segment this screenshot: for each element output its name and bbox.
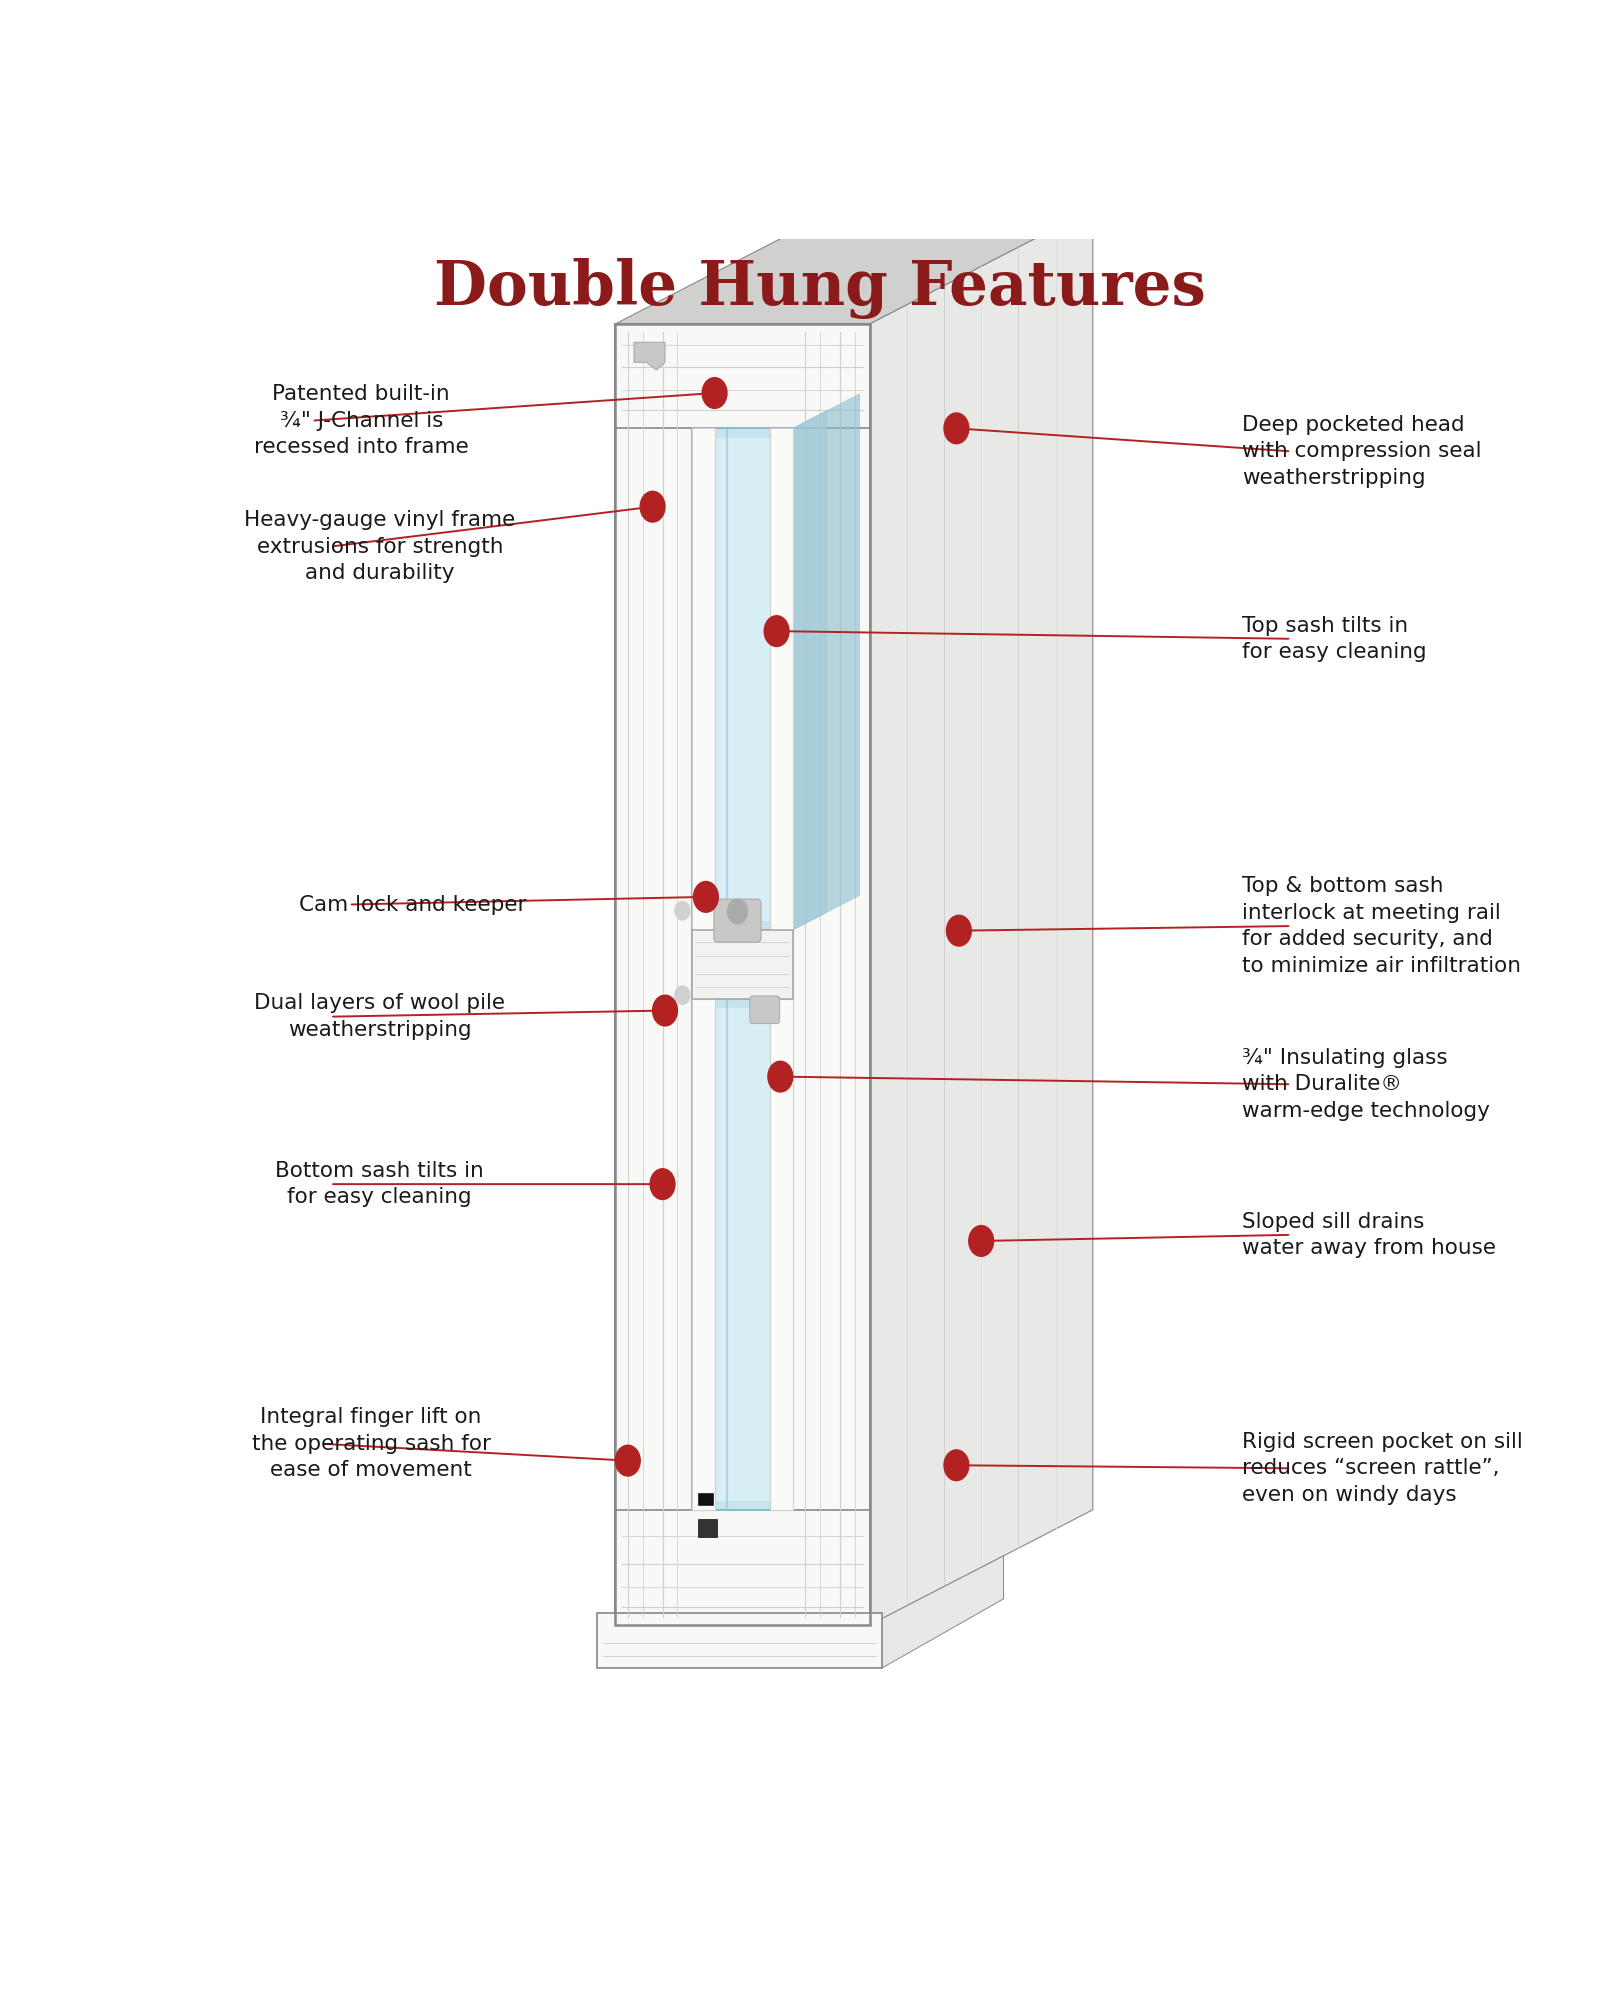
Text: Sloped sill drains
water away from house: Sloped sill drains water away from house — [1242, 1211, 1496, 1259]
Text: Deep pocketed head
with compression seal
weatherstripping: Deep pocketed head with compression seal… — [1242, 415, 1482, 489]
Polygon shape — [616, 209, 1093, 323]
FancyBboxPatch shape — [616, 323, 870, 429]
FancyBboxPatch shape — [771, 999, 792, 1510]
Circle shape — [944, 413, 970, 443]
FancyBboxPatch shape — [698, 437, 787, 920]
Polygon shape — [634, 343, 666, 369]
Circle shape — [768, 1061, 792, 1091]
FancyBboxPatch shape — [616, 323, 870, 1626]
FancyBboxPatch shape — [771, 429, 792, 930]
Circle shape — [947, 916, 971, 946]
FancyBboxPatch shape — [714, 900, 762, 942]
FancyBboxPatch shape — [616, 1510, 870, 1626]
Circle shape — [970, 1225, 994, 1257]
Polygon shape — [870, 1556, 1003, 1668]
Circle shape — [765, 616, 789, 646]
FancyBboxPatch shape — [750, 996, 779, 1023]
FancyBboxPatch shape — [693, 999, 715, 1510]
Circle shape — [728, 900, 747, 924]
Circle shape — [693, 882, 718, 912]
FancyBboxPatch shape — [699, 1518, 717, 1538]
Text: Top & bottom sash
interlock at meeting rail
for added security, and
to minimize : Top & bottom sash interlock at meeting r… — [1242, 876, 1520, 976]
Circle shape — [653, 996, 677, 1025]
Text: Integral finger lift on
the operating sash for
ease of movement: Integral finger lift on the operating sa… — [251, 1406, 491, 1480]
FancyBboxPatch shape — [597, 1612, 882, 1668]
Circle shape — [944, 1450, 970, 1480]
FancyBboxPatch shape — [693, 429, 792, 930]
Text: Double Hung Features: Double Hung Features — [434, 257, 1206, 319]
Text: ¾" Insulating glass
with Duralite®
warm-edge technology: ¾" Insulating glass with Duralite® warm-… — [1242, 1047, 1490, 1121]
FancyBboxPatch shape — [693, 429, 715, 930]
Circle shape — [640, 491, 666, 523]
Circle shape — [616, 1444, 640, 1476]
Circle shape — [675, 902, 690, 920]
Text: Heavy-gauge vinyl frame
extrusions for strength
and durability: Heavy-gauge vinyl frame extrusions for s… — [245, 511, 515, 583]
Text: Bottom sash tilts in
for easy cleaning: Bottom sash tilts in for easy cleaning — [275, 1161, 485, 1207]
FancyBboxPatch shape — [792, 323, 870, 1626]
Polygon shape — [792, 393, 859, 930]
Text: Dual layers of wool pile
weatherstripping: Dual layers of wool pile weatherstrippin… — [254, 994, 506, 1039]
FancyBboxPatch shape — [698, 1007, 787, 1500]
Circle shape — [650, 1169, 675, 1199]
FancyBboxPatch shape — [616, 323, 693, 1626]
Polygon shape — [870, 209, 1093, 1626]
FancyBboxPatch shape — [699, 1492, 714, 1504]
Circle shape — [702, 377, 726, 409]
Text: Patented built-in
¾" J-Channel is
recessed into frame: Patented built-in ¾" J-Channel is recess… — [254, 385, 469, 457]
Polygon shape — [792, 411, 826, 930]
Circle shape — [675, 986, 690, 1003]
FancyBboxPatch shape — [693, 999, 792, 1510]
Polygon shape — [616, 1568, 987, 1632]
Text: Rigid screen pocket on sill
reduces “screen rattle”,
even on windy days: Rigid screen pocket on sill reduces “scr… — [1242, 1432, 1522, 1504]
Text: Cam lock and keeper: Cam lock and keeper — [299, 894, 526, 914]
FancyBboxPatch shape — [693, 930, 792, 999]
Text: Top sash tilts in
for easy cleaning: Top sash tilts in for easy cleaning — [1242, 616, 1426, 662]
